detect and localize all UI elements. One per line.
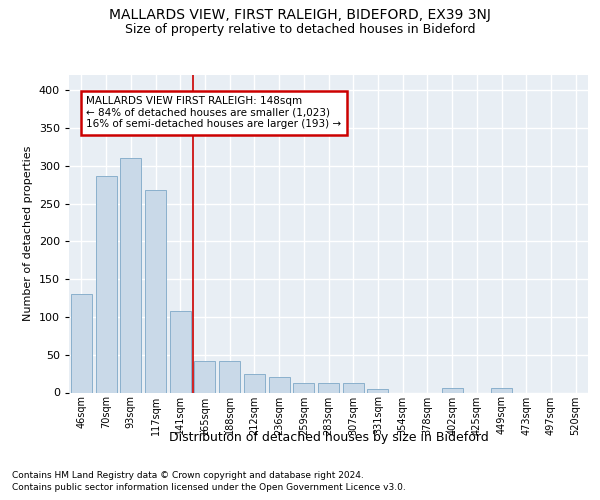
Text: Contains HM Land Registry data © Crown copyright and database right 2024.: Contains HM Land Registry data © Crown c…	[12, 472, 364, 480]
Bar	[219, 361, 240, 392]
Bar	[442, 388, 463, 392]
Bar	[318, 384, 339, 392]
Text: MALLARDS VIEW FIRST RALEIGH: 148sqm
← 84% of detached houses are smaller (1,023): MALLARDS VIEW FIRST RALEIGH: 148sqm ← 84…	[86, 96, 341, 130]
Y-axis label: Number of detached properties: Number of detached properties	[23, 146, 33, 322]
Bar	[95, 176, 116, 392]
Bar	[269, 378, 290, 392]
Text: Contains public sector information licensed under the Open Government Licence v3: Contains public sector information licen…	[12, 483, 406, 492]
Bar	[244, 374, 265, 392]
Bar	[120, 158, 141, 392]
Text: MALLARDS VIEW, FIRST RALEIGH, BIDEFORD, EX39 3NJ: MALLARDS VIEW, FIRST RALEIGH, BIDEFORD, …	[109, 8, 491, 22]
Bar	[170, 311, 191, 392]
Bar	[491, 388, 512, 392]
Bar	[71, 294, 92, 392]
Text: Size of property relative to detached houses in Bideford: Size of property relative to detached ho…	[125, 22, 475, 36]
Bar	[194, 361, 215, 392]
Text: Distribution of detached houses by size in Bideford: Distribution of detached houses by size …	[169, 431, 488, 444]
Bar	[343, 382, 364, 392]
Bar	[145, 190, 166, 392]
Bar	[367, 390, 388, 392]
Bar	[293, 382, 314, 392]
